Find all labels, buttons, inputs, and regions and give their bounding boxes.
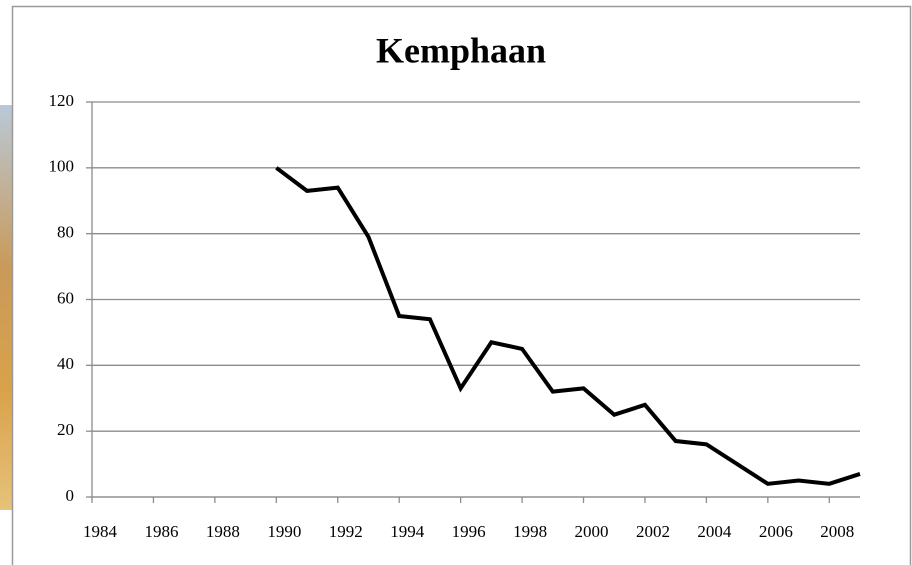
y-tick-label: 120 <box>49 91 75 110</box>
y-tick-label: 40 <box>57 354 74 373</box>
x-tick-label: 1992 <box>329 522 363 541</box>
y-tick-label: 100 <box>49 157 75 176</box>
x-tick-label: 2008 <box>820 522 854 541</box>
x-tick-label: 1996 <box>452 522 486 541</box>
x-tick-label: 1984 <box>83 522 118 541</box>
y-tick-label: 0 <box>66 486 75 505</box>
data-line <box>275 166 861 486</box>
x-tick-label: 2002 <box>636 522 670 541</box>
x-tick-label: 2004 <box>697 522 732 541</box>
x-tick-label: 1998 <box>513 522 547 541</box>
x-tick-label: 1990 <box>267 522 301 541</box>
x-tick-label: 2000 <box>575 522 609 541</box>
chart-title: Kemphaan <box>376 30 546 70</box>
chart-frame <box>11 5 912 565</box>
y-tick-label: 20 <box>57 420 74 439</box>
x-tick-label: 1994 <box>390 522 425 541</box>
x-tick-label: 1988 <box>206 522 240 541</box>
y-tick-label: 60 <box>57 288 74 307</box>
y-tick-label: 80 <box>57 223 74 242</box>
x-tick-label: 1986 <box>144 522 178 541</box>
x-tick-label: 2006 <box>759 522 793 541</box>
background-photo <box>0 105 13 510</box>
